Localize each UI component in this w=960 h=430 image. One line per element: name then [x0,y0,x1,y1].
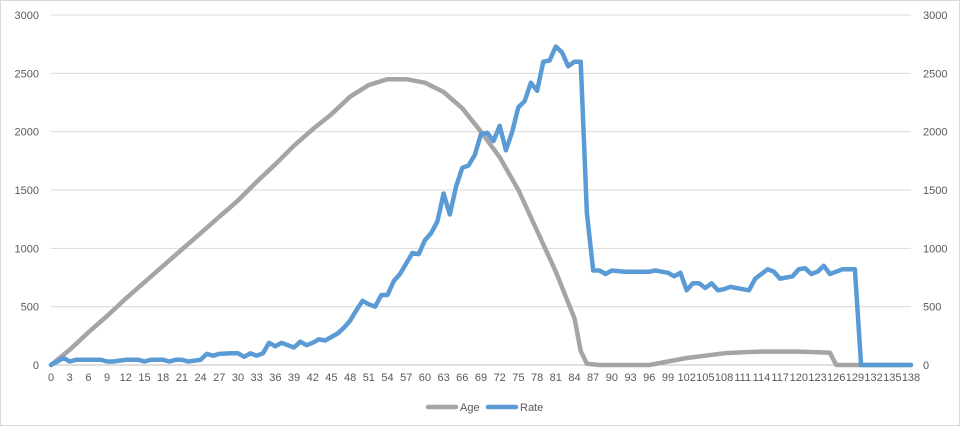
x-tick-label: 54 [381,372,393,384]
y-tick-label-right: 500 [923,302,941,314]
x-tick-label: 123 [808,372,826,384]
x-tick-label: 108 [715,372,733,384]
x-tick-label: 15 [138,372,150,384]
x-tick-label: 45 [325,372,337,384]
x-tick-label: 57 [400,372,412,384]
y-tick-label-left: 1500 [15,185,39,197]
x-tick-label: 93 [624,372,636,384]
y-tick-label-left: 0 [33,360,39,372]
x-tick-label: 111 [734,372,751,384]
x-tick-label: 72 [494,372,506,384]
x-tick-label: 75 [512,372,524,384]
x-tick-label: 48 [344,372,356,384]
x-tick-label: 105 [696,372,714,384]
y-tick-label-right: 1500 [923,185,947,197]
y-axis-right-labels: 0 500 1000 1500 2000 2500 3000 [923,10,947,372]
x-tick-label: 90 [606,372,618,384]
x-tick-label: 51 [363,372,375,384]
x-tick-label: 81 [550,372,562,384]
x-tick-label: 12 [120,372,132,384]
y-tick-label-left: 2000 [15,127,39,139]
y-tick-label-left: 500 [21,302,39,314]
x-tick-label: 126 [827,372,845,384]
legend-label-rate: Rate [520,402,543,414]
x-tick-label: 135 [883,372,901,384]
x-tick-label: 69 [475,372,487,384]
x-tick-label: 117 [771,372,789,384]
y-tick-label-right: 3000 [923,10,947,22]
x-tick-label: 102 [677,372,695,384]
legend: Age Rate [425,402,543,414]
y-axis-left-labels: 0 500 1000 1500 2000 2500 3000 [15,10,39,372]
x-tick-label: 99 [662,372,674,384]
x-tick-label: 78 [531,372,543,384]
y-tick-label-right: 2000 [923,127,947,139]
x-tick-label: 30 [232,372,244,384]
x-tick-label: 0 [48,372,54,384]
x-tick-label: 27 [213,372,225,384]
x-tick-label: 132 [864,372,882,384]
series-lines [48,44,914,368]
x-tick-label: 84 [568,372,580,384]
x-tick-label: 63 [437,372,449,384]
x-tick-label: 96 [643,372,655,384]
x-tick-label: 24 [194,372,206,384]
x-tick-label: 9 [104,372,110,384]
y-tick-label-left: 2500 [15,68,39,80]
y-tick-label-right: 2500 [923,68,947,80]
legend-label-age: Age [460,402,480,414]
x-tick-label: 33 [251,372,263,384]
x-tick-label: 87 [587,372,599,384]
y-tick-label-right: 1000 [923,243,947,255]
y-tick-label-right: 0 [923,360,929,372]
x-tick-label: 60 [419,372,431,384]
gridlines [51,14,911,366]
y-tick-label-left: 3000 [15,10,39,22]
x-tick-label: 36 [269,372,281,384]
x-tick-label: 18 [157,372,169,384]
series-line-age [48,76,914,368]
x-tick-label: 3 [67,372,73,384]
x-tick-label: 129 [846,372,864,384]
y-tick-label-left: 1000 [15,243,39,255]
x-tick-label: 138 [902,372,920,384]
x-tick-label: 21 [176,372,188,384]
x-tick-label: 39 [288,372,300,384]
x-tick-label: 6 [85,372,91,384]
x-tick-label: 66 [456,372,468,384]
x-tick-label: 120 [790,372,808,384]
x-axis: 0 3 6 9 12 15 18 21 24 27 30 33 36 39 42 45 48 51 54 57 60 63… [48,364,920,384]
x-tick-label: 42 [307,372,319,384]
series-line-rate [48,44,914,368]
x-tick-label: 114 [753,372,771,384]
